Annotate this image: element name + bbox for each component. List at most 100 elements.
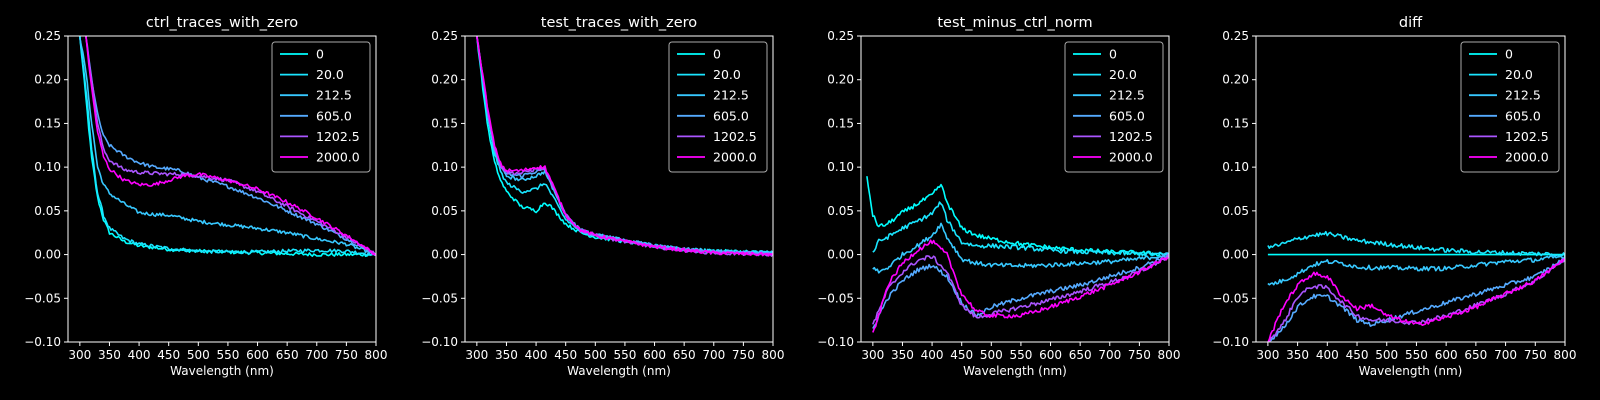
y-tick-label: 0.25 bbox=[34, 29, 61, 43]
series-group bbox=[1267, 230, 1565, 342]
chart-title: test_minus_ctrl_norm bbox=[937, 15, 1092, 31]
y-tick-label: 0.20 bbox=[34, 73, 61, 87]
x-tick-label: 500 bbox=[1375, 348, 1398, 362]
x-tick-label: 400 bbox=[128, 348, 151, 362]
y-tick-label: −0.05 bbox=[24, 291, 61, 305]
chart-panel-4: 300 350 400 450 500 550 600 650 700 750 800 −0.10 −0… bbox=[1212, 15, 1576, 378]
x-tick-label: 800 bbox=[762, 348, 785, 362]
x-tick-label: 750 bbox=[335, 348, 358, 362]
series-line-1202-5 bbox=[476, 36, 773, 257]
y-tick-label: −0.10 bbox=[1212, 335, 1249, 349]
x-tick-label: 650 bbox=[673, 348, 696, 362]
series-line-212-5 bbox=[1267, 255, 1565, 286]
legend-label: 20.0 bbox=[1109, 67, 1137, 82]
x-tick-label: 700 bbox=[702, 348, 725, 362]
legend: 0 20.0 212.5 605.0 1202.5 2000.0 bbox=[1064, 41, 1164, 173]
x-axis-label: Wavelength (nm) bbox=[1359, 364, 1463, 378]
x-tick-label: 350 bbox=[98, 348, 121, 362]
x-tick-label: 700 bbox=[1098, 348, 1121, 362]
y-tick-label: 0.10 bbox=[1222, 160, 1249, 174]
chart-panel-1: 300 350 400 450 500 550 600 650 700 750 800 −0.10 −0… bbox=[24, 15, 387, 378]
series-line-212-5 bbox=[872, 222, 1169, 274]
x-tick-label: 300 bbox=[861, 348, 884, 362]
x-tick-label: 550 bbox=[1405, 348, 1428, 362]
legend-label: 0 bbox=[713, 47, 721, 62]
legend-label: 605.0 bbox=[316, 108, 352, 123]
y-tick-label: 0.00 bbox=[431, 248, 458, 262]
axes-frame bbox=[1255, 35, 1566, 343]
y-tick-label: 0.20 bbox=[431, 73, 458, 87]
legend-label: 1202.5 bbox=[1505, 129, 1549, 144]
legend-label: 212.5 bbox=[713, 88, 749, 103]
legend-label: 0 bbox=[1109, 47, 1117, 62]
x-tick-label: 800 bbox=[1554, 348, 1577, 362]
y-tick-label: 0.10 bbox=[827, 160, 854, 174]
y-tick-label: 0.25 bbox=[431, 29, 458, 43]
x-tick-label: 500 bbox=[980, 348, 1003, 362]
y-tick-label: 0.20 bbox=[827, 73, 854, 87]
x-tick-label: 300 bbox=[1256, 348, 1279, 362]
legend-label: 1202.5 bbox=[316, 129, 360, 144]
x-tick-label: 500 bbox=[584, 348, 607, 362]
x-axis-label: Wavelength (nm) bbox=[963, 364, 1067, 378]
axes-frame bbox=[860, 35, 1170, 343]
x-tick-label: 750 bbox=[1524, 348, 1547, 362]
series-line-2000-0 bbox=[476, 36, 773, 257]
y-tick-label: 0.15 bbox=[827, 116, 854, 130]
y-tick-label: 0.25 bbox=[1222, 29, 1249, 43]
legend-label: 2000.0 bbox=[1109, 150, 1153, 165]
y-tick-label: −0.05 bbox=[817, 291, 854, 305]
axes-frame bbox=[464, 35, 774, 343]
x-tick-label: 600 bbox=[246, 348, 269, 362]
series-line-0 bbox=[866, 176, 1169, 257]
x-tick-label: 600 bbox=[1435, 348, 1458, 362]
x-tick-label: 450 bbox=[157, 348, 180, 362]
series-group bbox=[476, 36, 773, 257]
y-tick-label: 0.15 bbox=[1222, 116, 1249, 130]
legend-label: 212.5 bbox=[316, 88, 352, 103]
y-tick-label: 0.05 bbox=[827, 204, 854, 218]
chart-panel-3: 300 350 400 450 500 550 600 650 700 750 800 −0.10 −0… bbox=[817, 15, 1180, 378]
x-tick-label: 350 bbox=[495, 348, 518, 362]
y-tick-label: 0.05 bbox=[34, 204, 61, 218]
legend-label: 2000.0 bbox=[316, 150, 360, 165]
legend-label: 1202.5 bbox=[713, 129, 757, 144]
axes-frame bbox=[67, 35, 377, 343]
x-tick-label: 300 bbox=[68, 348, 91, 362]
series-line-2000-0 bbox=[85, 36, 376, 256]
legend-label: 20.0 bbox=[713, 67, 741, 82]
series-line-212-5 bbox=[79, 37, 376, 256]
y-tick-label: 0.00 bbox=[1222, 248, 1249, 262]
series-line-20-0 bbox=[79, 36, 376, 257]
x-tick-label: 700 bbox=[305, 348, 328, 362]
x-tick-label: 300 bbox=[465, 348, 488, 362]
x-tick-label: 550 bbox=[1009, 348, 1032, 362]
y-tick-label: −0.05 bbox=[421, 291, 458, 305]
series-group bbox=[866, 176, 1169, 333]
x-tick-label: 650 bbox=[276, 348, 299, 362]
legend-label: 605.0 bbox=[1505, 108, 1541, 123]
x-tick-label: 350 bbox=[1286, 348, 1309, 362]
x-tick-label: 750 bbox=[732, 348, 755, 362]
legend: 0 20.0 212.5 605.0 1202.5 2000.0 bbox=[271, 41, 371, 173]
x-tick-label: 550 bbox=[216, 348, 239, 362]
series-group bbox=[79, 36, 376, 257]
legend-label: 0 bbox=[1505, 47, 1513, 62]
x-tick-label: 450 bbox=[554, 348, 577, 362]
series-line-1202-5 bbox=[872, 253, 1169, 325]
y-tick-label: 0.05 bbox=[1222, 204, 1249, 218]
x-tick-label: 700 bbox=[1494, 348, 1517, 362]
x-tick-label: 800 bbox=[365, 348, 388, 362]
x-tick-label: 400 bbox=[1316, 348, 1339, 362]
x-tick-label: 400 bbox=[525, 348, 548, 362]
x-tick-label: 750 bbox=[1128, 348, 1151, 362]
y-tick-label: 0.05 bbox=[431, 204, 458, 218]
legend-label: 20.0 bbox=[1505, 67, 1533, 82]
series-line-2000-0 bbox=[872, 239, 1169, 333]
x-tick-label: 400 bbox=[921, 348, 944, 362]
y-tick-label: −0.05 bbox=[1212, 291, 1249, 305]
series-line-20-0 bbox=[1267, 230, 1565, 258]
legend: 0 20.0 212.5 605.0 1202.5 2000.0 bbox=[668, 41, 768, 173]
legend-label: 2000.0 bbox=[1505, 150, 1549, 165]
